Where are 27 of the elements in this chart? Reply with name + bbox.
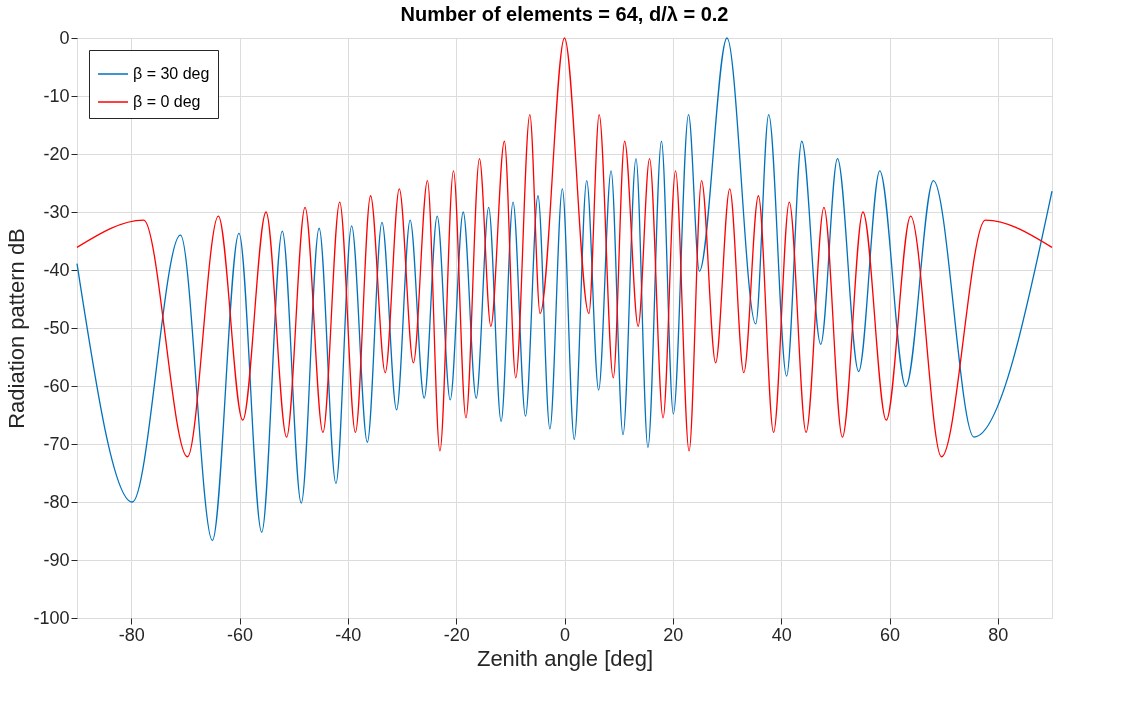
x-tick-label: -40 — [335, 624, 362, 645]
y-tick-label: -50 — [43, 317, 70, 338]
x-axis-title: Zenith angle [deg] — [476, 645, 654, 671]
y-tick-label: -60 — [43, 375, 70, 396]
x-tick-label: -20 — [443, 624, 470, 645]
y-tick-label: 0 — [59, 27, 70, 48]
y-axis-title: Radiation pattern dB — [4, 228, 30, 429]
line-series — [76, 37, 1053, 458]
legend-label: β = 30 deg — [133, 65, 210, 82]
x-tick-label: 0 — [559, 624, 571, 645]
legend-label: β = 0 deg — [133, 93, 201, 110]
y-tick-label: -90 — [43, 549, 70, 570]
chart-title: Number of elements = 64, d/λ = 0.2 — [400, 3, 729, 25]
y-tick-label: -70 — [43, 433, 70, 454]
x-tick-label: 20 — [663, 624, 684, 645]
y-tick-label: -40 — [43, 259, 70, 280]
x-tick-label: -60 — [226, 624, 254, 645]
y-tick-label: -80 — [43, 491, 70, 512]
line-series — [76, 37, 1053, 541]
x-tick-label: 40 — [771, 624, 792, 645]
x-tick-label: 60 — [879, 624, 901, 645]
x-tick-label: 80 — [988, 624, 1009, 645]
y-tick-label: -10 — [43, 85, 70, 106]
y-tick-label: -20 — [43, 143, 70, 164]
x-tick-label: -80 — [118, 624, 145, 645]
y-tick-label: -30 — [43, 201, 70, 222]
y-tick-label: -100 — [33, 607, 70, 628]
